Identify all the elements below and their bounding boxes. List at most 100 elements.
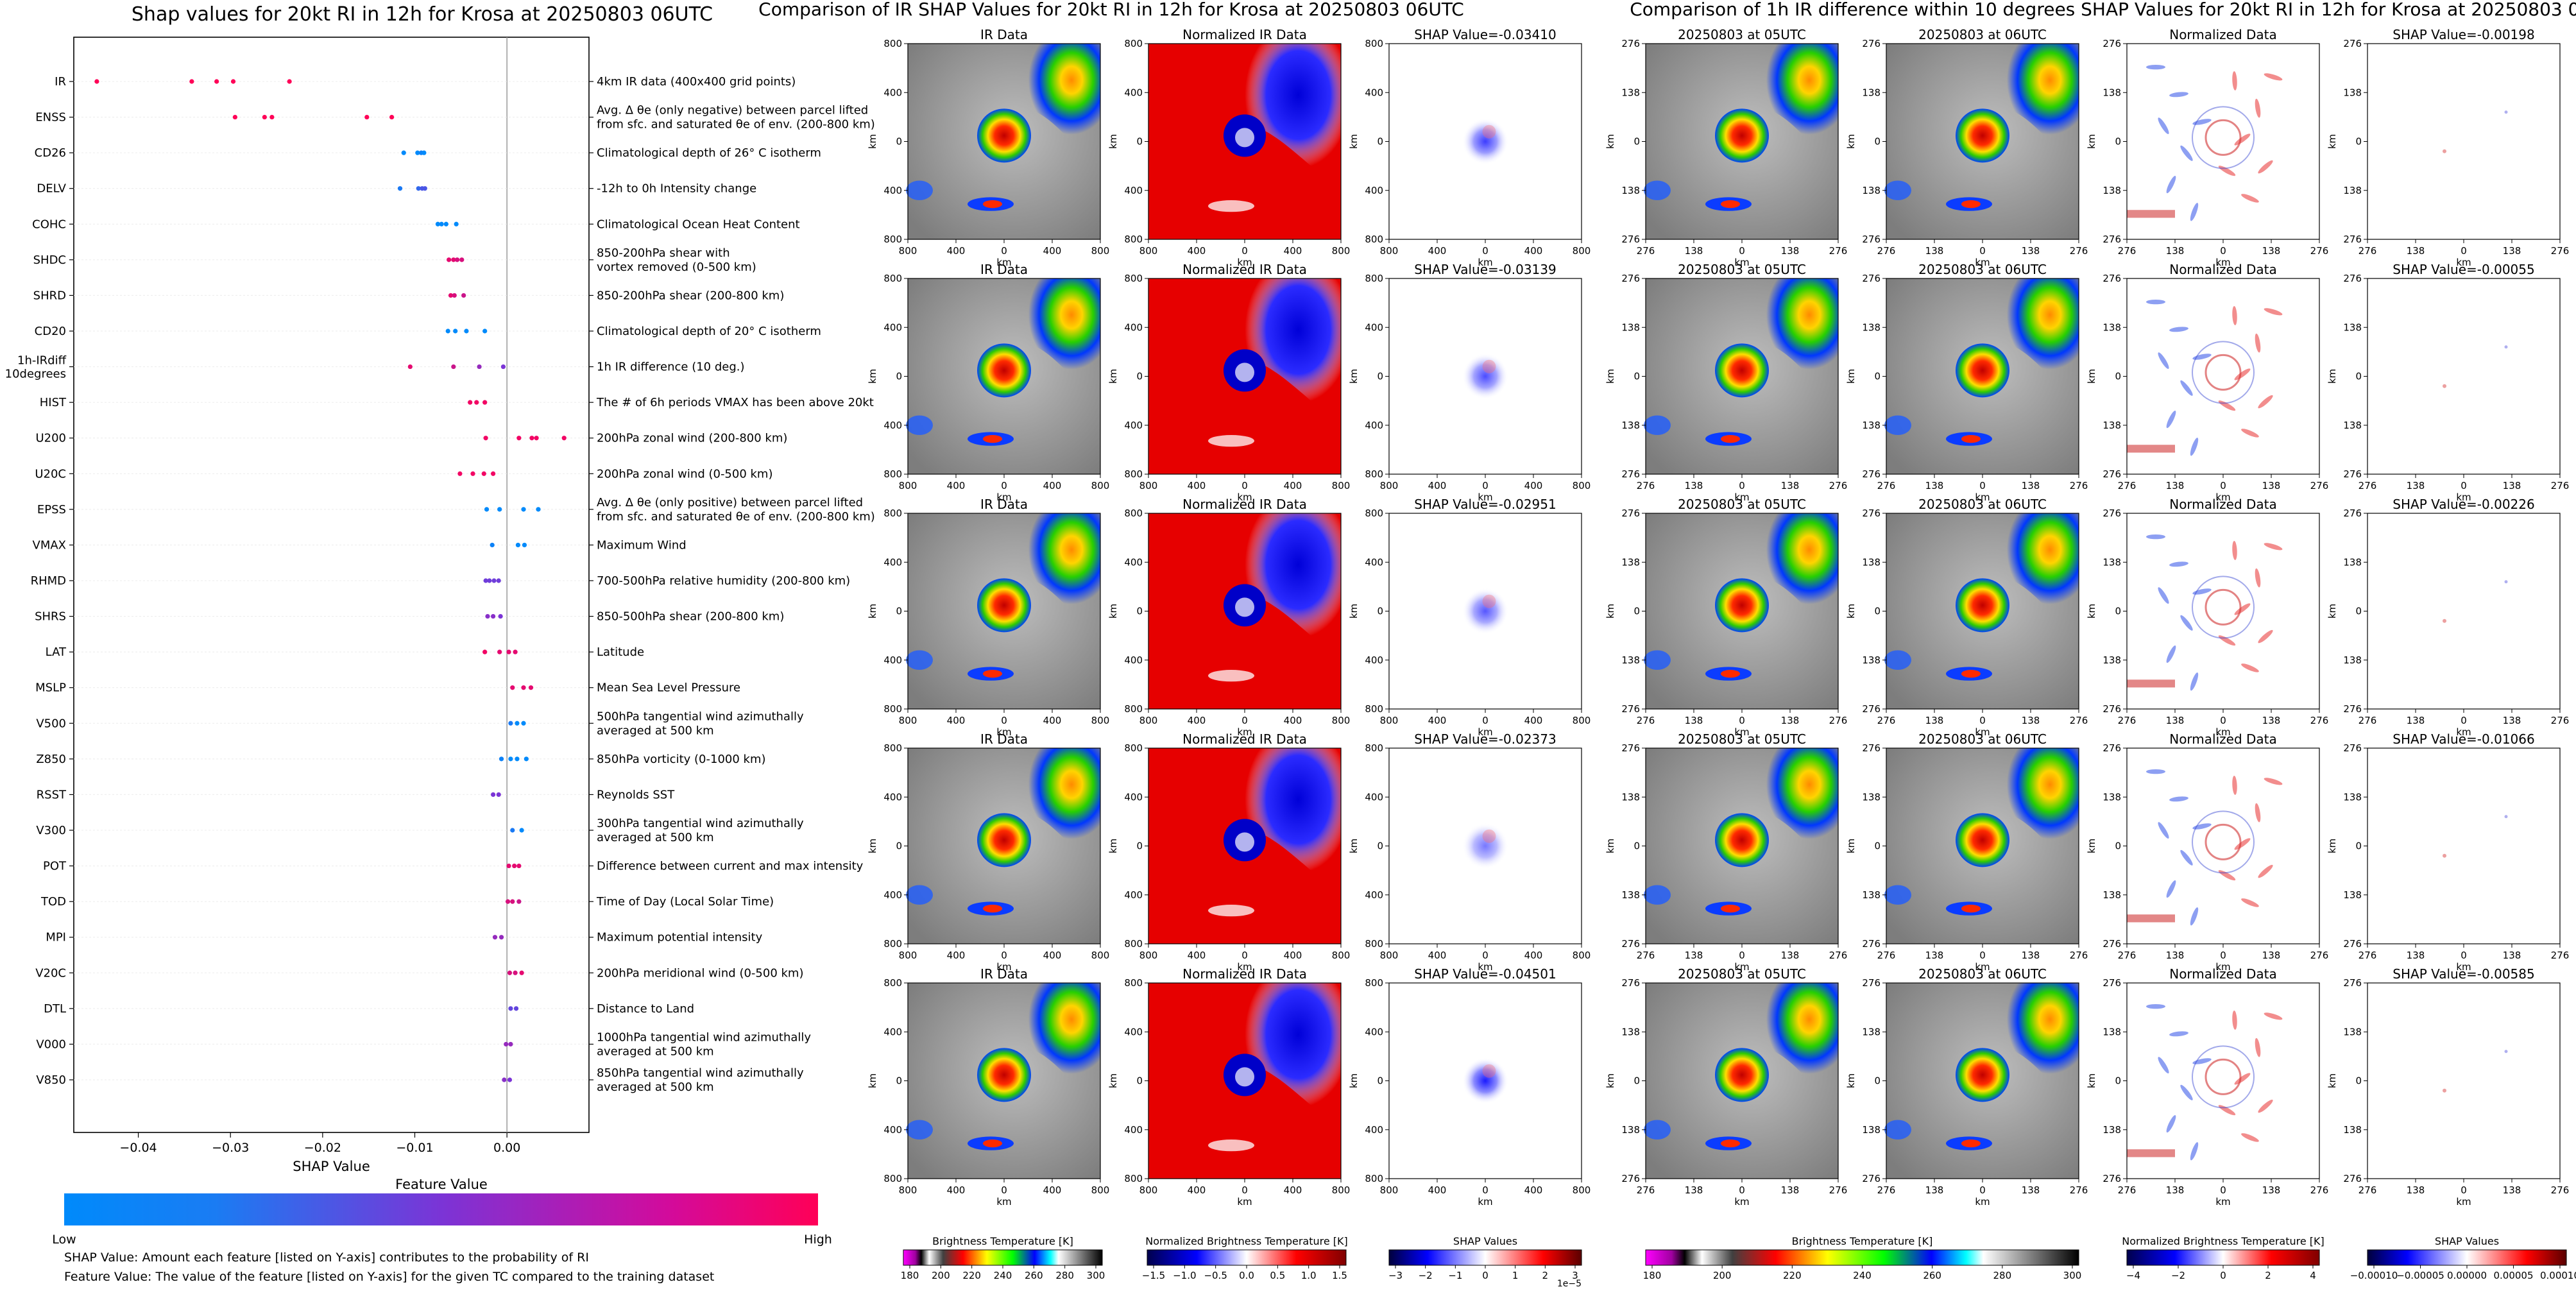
shap-point (507, 970, 513, 975)
diff-shap-tile (2367, 513, 2561, 710)
tile-y-tick-label: 276 (1862, 1173, 1881, 1184)
tile-y-tick-label: 800 (883, 273, 902, 284)
shap-point (483, 436, 488, 441)
tile-title: IR Data (980, 497, 1028, 512)
tile-y-tick-label: 138 (1862, 654, 1881, 666)
faint-background (2367, 278, 2560, 474)
tile-title: 20250803 at 06UTC (1918, 27, 2047, 42)
colorbar-label: Normalized Brightness Temperature [K] (2122, 1235, 2324, 1247)
tile-y-tick-label: 0 (1136, 136, 1143, 148)
tile-y-tick-label: 400 (1124, 1026, 1143, 1037)
tile-y-tick-label: 0 (1874, 136, 1881, 148)
tile-x-tick-label: 400 (1524, 480, 1543, 491)
ir-cloud-patch-core (1961, 200, 1981, 209)
colorbar-tick-label: −0.00005 (2396, 1270, 2444, 1281)
feature-name: EPSS (37, 503, 66, 516)
shap-point (262, 114, 267, 120)
feature-description: 850-200hPa shear with (597, 246, 730, 260)
diff-streak (2166, 1115, 2176, 1133)
diff-streak (2264, 778, 2283, 785)
shap-point (513, 1006, 519, 1011)
tile-x-tick-label: 0 (1241, 245, 1248, 257)
tile-x-tick-label: 800 (1573, 245, 1591, 257)
colorbar-tick-label: −4 (2126, 1270, 2140, 1281)
tile-x-tick-label: 400 (1043, 245, 1062, 257)
tile-x-tick-label: 138 (2503, 715, 2521, 726)
faint-background (2367, 748, 2560, 944)
tile-y-axis-label: km (1107, 369, 1119, 384)
ir-storm-core (1956, 343, 2009, 398)
diff-streak (2180, 380, 2193, 396)
shap-point (496, 792, 501, 798)
tile-x-tick-label: 138 (1925, 950, 1944, 961)
tile-title: IR Data (980, 27, 1028, 42)
tile-x-tick-label: 400 (1428, 950, 1447, 961)
feature-name: ENSS (35, 111, 66, 124)
shap-point (515, 756, 520, 762)
tile-x-tick-label: 276 (2118, 950, 2137, 961)
shap-point (422, 186, 427, 191)
tile-y-tick-label: 138 (2103, 321, 2121, 333)
tile-y-tick-label: 138 (1621, 889, 1640, 901)
tile-x-tick-label: 0 (1241, 715, 1248, 726)
tile-y-tick-label: 0 (896, 606, 902, 617)
tile-y-tick-label: 0 (1633, 1075, 1640, 1087)
ir-cloud-patch-core (1961, 905, 1981, 913)
diff-streak (2258, 629, 2273, 644)
tile-y-axis-label: km (2086, 134, 2097, 149)
feature-description: Climatological depth of 26° C isotherm (597, 146, 821, 160)
normalized-ir-tile (1148, 513, 1342, 710)
ir-shap-tile (1388, 747, 1582, 944)
colorbar-tick-label: 220 (1783, 1270, 1802, 1281)
diff-ring-outer (2192, 576, 2255, 639)
tile-x-tick-label: 800 (1573, 480, 1591, 491)
tile-y-tick-label: 800 (883, 468, 902, 480)
tile-x-tick-label: 0 (1001, 480, 1007, 491)
normalized-diff-tile (2126, 43, 2320, 240)
shap-point (561, 436, 567, 441)
ir-cloud-band (1004, 983, 1100, 1105)
feature-description: Climatological depth of 20° C isotherm (597, 325, 821, 338)
diff-shap-tile (2367, 747, 2561, 944)
tile-title: 20250803 at 05UTC (1678, 262, 1806, 277)
shap-point (513, 970, 518, 975)
tile-x-axis-label: km (996, 726, 1011, 738)
tile-y-tick-label: 276 (1862, 508, 1881, 519)
tile-y-tick-label: 0 (1633, 841, 1640, 852)
colorbar-tick-label: 300 (1087, 1270, 1105, 1281)
tile-y-tick-label: 138 (2343, 791, 2362, 803)
shap-point (474, 400, 479, 405)
feature-description: Latitude (597, 645, 644, 659)
norm-patch (1208, 1140, 1254, 1152)
diff-streak (2232, 775, 2237, 795)
tile-x-tick-label: 138 (1781, 715, 1800, 726)
tile-y-tick-label: 138 (2103, 791, 2121, 803)
tile-y-axis-label: km (2086, 1073, 2097, 1088)
ir-cloud-patch-left (1644, 1120, 1671, 1140)
tile-y-tick-label: 0 (1874, 606, 1881, 617)
tile-y-tick-label: 800 (1365, 938, 1383, 950)
shap-point (439, 221, 444, 226)
shap-point (459, 257, 465, 262)
tile-y-tick-label: 138 (1862, 321, 1881, 333)
shap-point (513, 649, 518, 654)
tile-x-axis-label: km (1734, 961, 1749, 973)
tile-y-tick-label: 400 (883, 791, 902, 803)
shap-point (232, 114, 237, 120)
diff-streak (2180, 615, 2193, 631)
tile-y-axis-label: km (867, 1073, 878, 1088)
tile-x-tick-label: 276 (2118, 1184, 2137, 1196)
tile-title: Normalized IR Data (1182, 497, 1307, 512)
tile-y-tick-label: 400 (883, 654, 902, 666)
diff-streak (2234, 603, 2251, 615)
shap-point (519, 828, 524, 833)
tile-y-tick-label: 0 (896, 371, 902, 382)
diff-streak (2169, 92, 2188, 98)
tile-y-tick-label: 276 (2103, 1173, 2121, 1184)
colorbar-tick-label: 0.00005 (2493, 1270, 2533, 1281)
feature-name: TOD (40, 895, 66, 909)
feature-name: SHRD (33, 289, 66, 302)
ir-cloud-patch-left (1644, 650, 1671, 670)
tile-x-tick-label: 276 (2310, 480, 2329, 491)
tile-y-tick-label: 138 (2343, 654, 2362, 666)
